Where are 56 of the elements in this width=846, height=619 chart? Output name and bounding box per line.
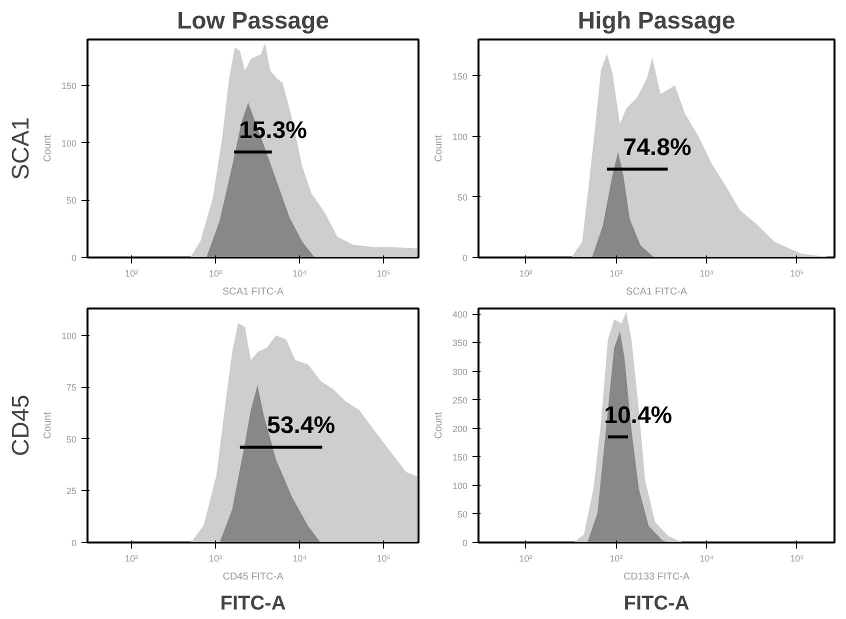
y-tick-label: 50 (66, 196, 77, 206)
y-tick-label: 150 (452, 71, 468, 82)
y-tick-label: 0 (71, 538, 77, 548)
y-tick-label: 100 (452, 480, 468, 491)
text: FITC-A (624, 592, 690, 614)
y-tick-label: 100 (452, 132, 468, 142)
x-tick-label: 10⁴ (292, 268, 307, 278)
y-tick-label: 300 (452, 366, 468, 377)
y-tick-label: 25 (66, 486, 77, 496)
y-tick-label: 50 (66, 434, 77, 444)
y-axis-title: Count (433, 412, 444, 439)
annotation: 53.4% (267, 412, 336, 440)
y-tick-label: 150 (452, 452, 468, 462)
chart-title: Low Passage (176, 8, 330, 34)
y-tick-label: 250 (452, 395, 468, 406)
annotation: 10.4% (604, 402, 672, 429)
y-tick-label: 0 (462, 253, 468, 263)
x-axis-title: SCA1 FITC-A (222, 286, 284, 298)
x-axis-title: CD45 FITC-A (222, 572, 284, 582)
y-tick-label: 200 (452, 424, 468, 434)
x-tick-label: 10² (124, 554, 138, 564)
y-axis-title: Count (433, 134, 444, 162)
y-tick-label: 0 (71, 253, 77, 263)
x-tick-label: 10² (519, 268, 532, 278)
x-tick-label: 10⁵ (376, 554, 391, 564)
x-tick-label: 10³ (209, 268, 222, 278)
x-tick-label: 10⁵ (790, 554, 804, 564)
x-axis-title: SCA1 FITC-A (626, 286, 688, 298)
x-tick-label: 10⁴ (700, 554, 714, 564)
y-tick-label: 100 (61, 330, 77, 341)
text: SCA1 (8, 117, 34, 180)
annotation: 74.8% (623, 134, 692, 162)
annotation: 15.3% (238, 116, 308, 144)
x-axis-title: CD133 FITC-A (623, 572, 690, 582)
x-tick-label: 10⁵ (790, 268, 804, 278)
text: CD45 (8, 394, 34, 456)
x-tick-label: 10² (124, 268, 138, 278)
x-tick-label: 10⁴ (700, 268, 714, 278)
text: FITC-A (220, 592, 286, 614)
y-tick-label: 50 (457, 192, 468, 202)
y-tick-label: 75 (66, 382, 77, 393)
y-tick-label: 350 (452, 338, 468, 348)
y-axis-title: Count (42, 134, 54, 162)
x-tick-label: 10⁵ (376, 268, 391, 278)
x-tick-label: 10³ (610, 554, 623, 564)
x-tick-label: 10² (519, 554, 532, 564)
y-tick-label: 150 (61, 80, 77, 91)
y-axis-title: Count (42, 412, 54, 439)
x-tick-label: 10³ (610, 268, 623, 278)
y-tick-label: 100 (61, 138, 77, 148)
chart-title: High Passage (578, 8, 736, 34)
y-tick-label: 50 (457, 509, 468, 520)
y-tick-label: 0 (462, 538, 468, 548)
y-tick-label: 400 (452, 310, 468, 320)
x-tick-label: 10⁴ (292, 554, 307, 564)
x-tick-label: 10³ (209, 554, 222, 564)
